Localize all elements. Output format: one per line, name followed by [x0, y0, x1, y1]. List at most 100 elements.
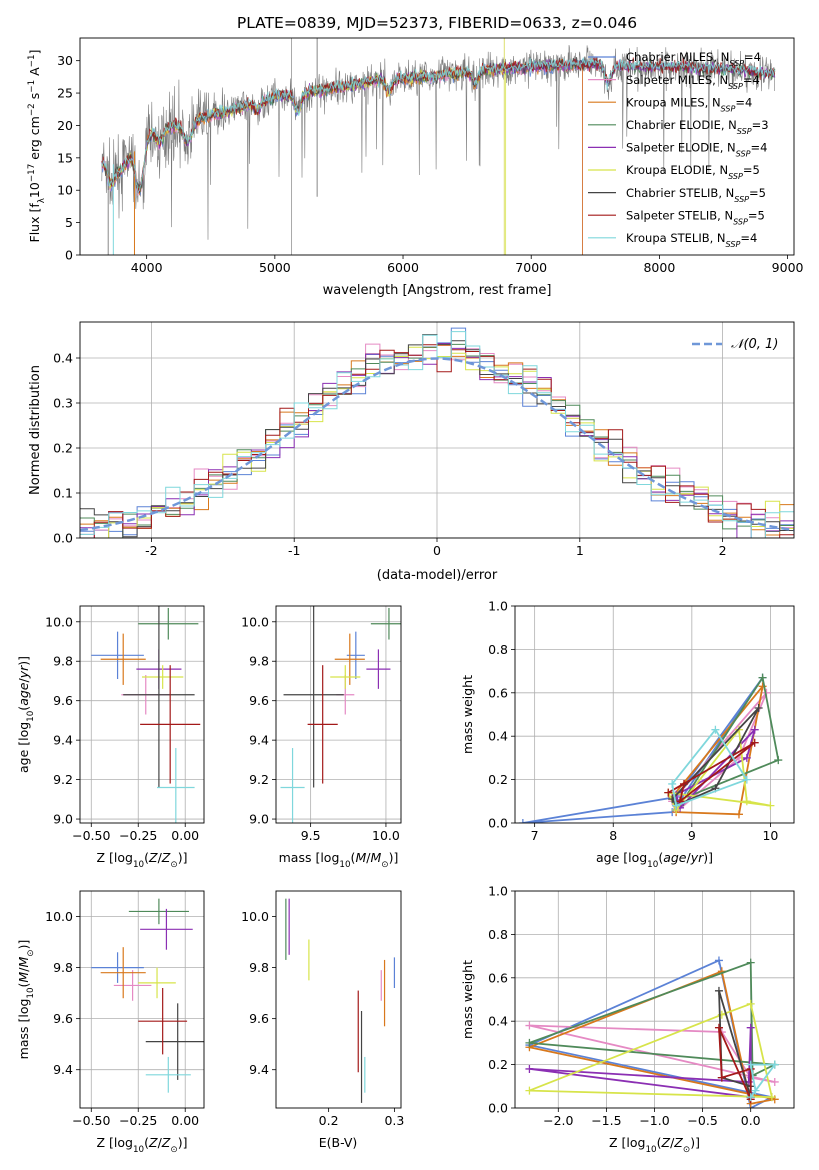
spectrum-y-label-part: 10	[27, 182, 42, 198]
y-label-mass_vs_Z-part: M	[16, 957, 31, 968]
legend-label-salpeter-elodie: Salpeter ELODIE, NSSP=4	[626, 141, 767, 159]
x-label-mass-vs-ebv: E(B-V)	[319, 1135, 358, 1150]
mw-point-salpeter-miles	[525, 1021, 534, 1030]
plot-area-massweight_vs_age	[515, 606, 794, 823]
legend-label-chabrier-stelib-part: Chabrier STELIB, N	[626, 186, 734, 200]
y-tick-label: 0.2	[488, 1057, 508, 1072]
legend-label-chabrier-elodie-part: SSP	[737, 127, 752, 136]
spectrum-y-label-part: −2	[27, 103, 37, 116]
y-tick-label: 9.6	[53, 693, 73, 708]
x-tick-label: −0.25	[119, 828, 157, 843]
y-tick-label: 1.0	[488, 599, 508, 614]
legend-label-salpeter-miles-part: SSP	[728, 81, 743, 90]
legend-label-kroupa-miles: Kroupa MILES, NSSP=4	[626, 95, 752, 113]
y-label-age_vs_Z-part: )]	[16, 656, 31, 666]
legend-label-kroupa-elodie-part: Kroupa ELODIE, N	[626, 163, 728, 177]
x-tick-label: 0.0	[741, 1113, 761, 1128]
mw-point-salpeter-stelib	[717, 1073, 726, 1082]
legend-label-kroupa-stelib-part: =4	[740, 231, 757, 245]
y-label-mass_vs_Z-part: M	[16, 972, 31, 983]
mw-point-chabrier-elodie	[746, 958, 755, 967]
x-label-massweight_vs_Z-part: ⊙	[683, 1145, 690, 1155]
x-tick-label: 9	[688, 828, 696, 843]
spectrum-y-label-part: λ	[37, 198, 47, 203]
x-label-age_vs_mass-part: ⊙	[381, 860, 388, 870]
mw-point-kroupa-stelib	[770, 1060, 779, 1069]
y-tick-label: 9.2	[249, 772, 269, 787]
x-tick-label: 7000	[515, 260, 547, 275]
x-label-age_vs_Z-part: 10	[133, 860, 144, 870]
y-label-age_vs_Z-part: 10	[26, 711, 36, 722]
legend-label-chabrier-miles-part: =4	[744, 50, 761, 64]
x-label-age_vs_Z-part: Z	[148, 850, 158, 865]
spectrum-y-label-part: −1	[27, 54, 37, 67]
axes-frame	[275, 605, 402, 824]
x-label-massweight_vs_age-part: yr	[690, 850, 704, 865]
spectrum-y-label-part: A	[27, 67, 42, 80]
mw-point-salpeter-stelib	[679, 779, 688, 788]
legend-label-salpeter-miles-part: Salpeter MILES, N	[626, 73, 728, 87]
y-label-age_vs_Z: age [log10(age/yr)]	[16, 656, 36, 773]
y-label-massweight_vs_age: mass weight	[460, 675, 475, 754]
legend-label-kroupa-miles-part: SSP	[721, 104, 736, 113]
mw-point-kroupa-elodie	[525, 1086, 534, 1095]
mw-point-salpeter-stelib	[664, 788, 673, 797]
x-label-age_vs_mass-part: )]	[389, 850, 399, 865]
y-tick-label: 0.0	[488, 816, 508, 831]
spectrum-x-label: wavelength [Angstrom, rest frame]	[323, 283, 552, 298]
mw-point-kroupa-stelib	[751, 1086, 760, 1095]
mw-point-kroupa-stelib	[742, 775, 751, 784]
y-tick-label: 9.6	[249, 1011, 269, 1026]
mw-point-kroupa-elodie	[742, 797, 751, 806]
spectrum-y-label-part: ]	[27, 50, 42, 55]
axes-age_vs_Z: −0.50 −0.25 0.009.09.29.49.69.810.0Z [log1…	[16, 605, 205, 870]
y-tick-label: 0.4	[488, 1014, 508, 1029]
x-tick-label: 1	[576, 543, 584, 558]
axes-mass_vs_Z: −0.50 −0.25 0.009.49.69.810.0Z [log10(Z/Z⊙…	[16, 890, 205, 1155]
legend-label-salpeter-miles: Salpeter MILES, NSSP=4	[626, 73, 760, 91]
x-tick-label: −1.0	[639, 1113, 669, 1128]
mw-point-kroupa-stelib	[746, 1060, 755, 1069]
x-tick-label: 0.2	[319, 1113, 339, 1128]
x-tick-label: 0.00	[171, 828, 199, 843]
x-label-massweight_vs_Z-part: Z	[673, 1135, 683, 1150]
x-label-massweight_vs_age-part: 10	[647, 860, 658, 870]
axes-spectrum: 4000 5000 6000 7000 8000 9000 0 5 10 15 20 25 30 Chab…	[27, 37, 804, 298]
axes-massweight_vs_Z: −2.0 −1.5 −1.0 −0.5 0.0 0.0 0.2 0.4 0.6 0.8 1.0 Z […	[460, 884, 795, 1155]
y-label-mass_vs_Z-part: 10	[26, 987, 36, 998]
y-label-mass_vs_Z-part: mass [log	[16, 999, 31, 1060]
mw-point-kroupa-stelib	[711, 725, 720, 734]
x-label-mass_vs_Z-part: Z	[161, 1135, 171, 1150]
x-label-massweight_vs_Z-part: /	[670, 1135, 675, 1150]
legend-label-kroupa-stelib-part: Kroupa STELIB, N	[626, 231, 726, 245]
x-tick-label: 10	[762, 828, 778, 843]
x-tick-label: −0.5	[687, 1113, 717, 1128]
legend-label-kroupa-elodie-part: SSP	[728, 172, 743, 181]
x-tick-label: -1	[288, 543, 300, 558]
y-label-mass_vs_Z-part: (	[16, 983, 31, 988]
y-label-age_vs_Z-part: age	[16, 682, 31, 706]
legend-label-salpeter-miles-part: =4	[743, 73, 760, 87]
legend-label-salpeter-stelib-part: SSP	[733, 217, 748, 226]
y-tick-label: 0	[65, 248, 73, 263]
y-tick-label: 20	[57, 118, 73, 133]
mw-line-kroupa-elodie	[666, 727, 771, 812]
x-label-age_vs_Z-part: Z [log	[97, 850, 133, 865]
x-tick-label: 0	[433, 543, 441, 558]
x-label-mass_vs_Z: Z [log10(Z/Z⊙)]	[97, 1135, 188, 1155]
y-tick-label: 0.0	[53, 531, 73, 546]
x-label-massweight_vs_Z-part: Z [log	[609, 1135, 645, 1150]
y-tick-label: 9.0	[249, 812, 269, 827]
mw-point-chabrier-elodie	[774, 756, 783, 765]
legend-label-chabrier-miles-part: Chabrier MILES, N	[626, 50, 729, 64]
x-label-mass_vs_Z-part: (	[144, 1135, 149, 1150]
mw-point-kroupa-miles	[734, 810, 743, 819]
mw-point-chabrier-miles	[518, 819, 527, 823]
y-tick-label: 0.8	[488, 642, 508, 657]
x-tick-label: −2.0	[543, 1113, 573, 1128]
x-label-age_vs_Z-part: ⊙	[170, 860, 177, 870]
plot-area-mass_vs_Z	[80, 891, 204, 1108]
hist-x-label: (data-model)/error	[377, 568, 498, 583]
